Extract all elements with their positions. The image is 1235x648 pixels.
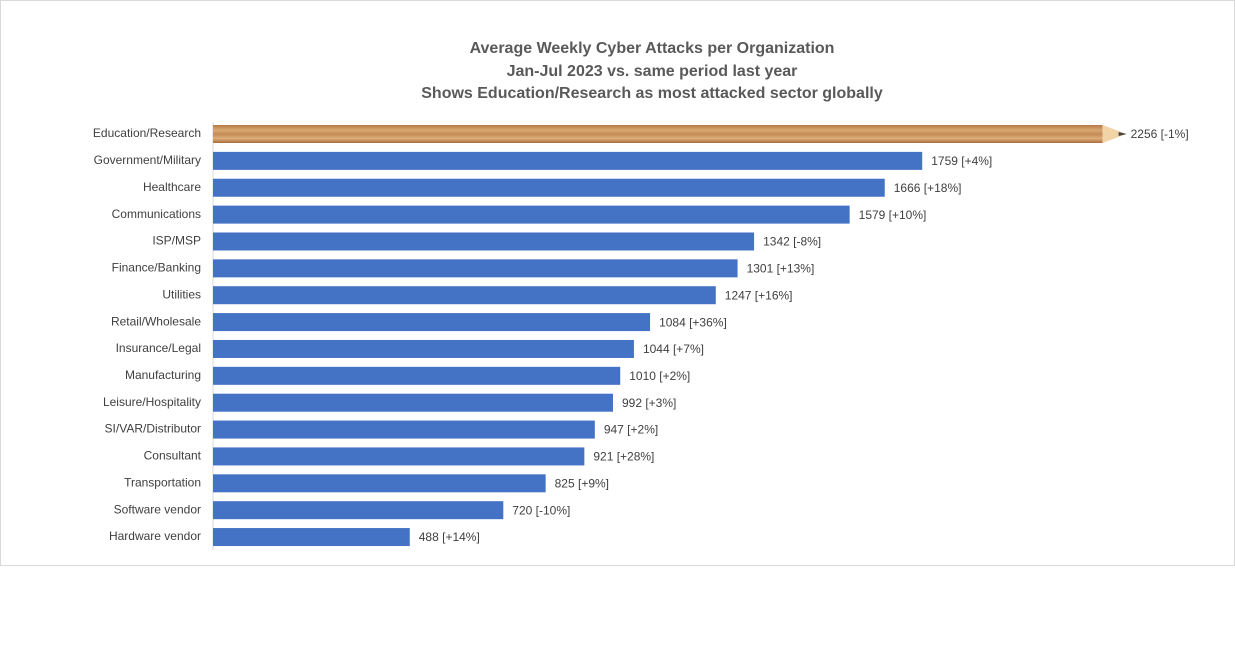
bar [213,393,613,412]
bar [213,447,585,466]
y-tick-label: Healthcare [143,180,201,194]
value-label: 1044 [+7%] [643,342,704,356]
pencil-tip [1102,125,1127,143]
y-tick-label: SI/VAR/Distributor [105,422,201,436]
bar [213,205,850,224]
value-label: 947 [+2%] [604,423,658,437]
value-label: 1666 [+18%] [894,181,962,195]
bar [213,528,410,547]
bar [213,474,546,493]
value-label: 488 [+14%] [419,530,480,544]
y-tick-label: Insurance/Legal [116,341,201,355]
chart-frame [0,0,1235,566]
bar [213,286,716,305]
value-label: 1342 [-8%] [763,235,821,249]
bar [213,313,651,332]
value-label: 825 [+9%] [555,476,609,490]
bar [213,339,634,358]
chart-title: Shows Education/Research as most attacke… [421,85,883,102]
bar [213,420,595,439]
y-tick-label: Communications [112,207,201,221]
bar [213,178,885,197]
bar [213,259,738,278]
value-label: 1247 [+16%] [725,288,793,302]
chart-title: Jan-Jul 2023 vs. same period last year [507,63,798,80]
y-tick-label: Education/Research [93,126,201,140]
pencil-lead [1118,132,1127,136]
y-tick-label: Transportation [124,475,201,489]
y-tick-label: Manufacturing [125,368,201,382]
y-tick-label: Hardware vendor [109,529,201,543]
value-label: 992 [+3%] [622,396,676,410]
bar [213,501,504,520]
y-tick-label: Finance/Banking [112,261,201,275]
y-tick-label: Government/Military [94,153,201,167]
y-tick-label: Retail/Wholesale [111,314,201,328]
bar [213,366,621,385]
y-tick-label: ISP/MSP [152,234,201,248]
value-label: 1759 [+4%] [931,154,992,168]
value-label: 921 [+28%] [593,450,654,464]
chart-title: Average Weekly Cyber Attacks per Organiz… [470,40,835,57]
y-tick-label: Utilities [162,287,201,301]
value-label: 720 [-10%] [512,503,570,517]
bar [213,125,1103,143]
y-tick-label: Consultant [144,449,202,463]
bar [213,151,923,170]
value-label: 1301 [+13%] [747,262,815,276]
value-label: 1084 [+36%] [659,315,727,329]
bar [213,232,755,251]
y-tick-label: Leisure/Hospitality [103,395,201,409]
value-label: 1010 [+2%] [629,369,690,383]
y-tick-label: Software vendor [114,502,201,516]
value-label: 2256 [-1%] [1131,127,1189,141]
value-label: 1579 [+10%] [859,208,927,222]
